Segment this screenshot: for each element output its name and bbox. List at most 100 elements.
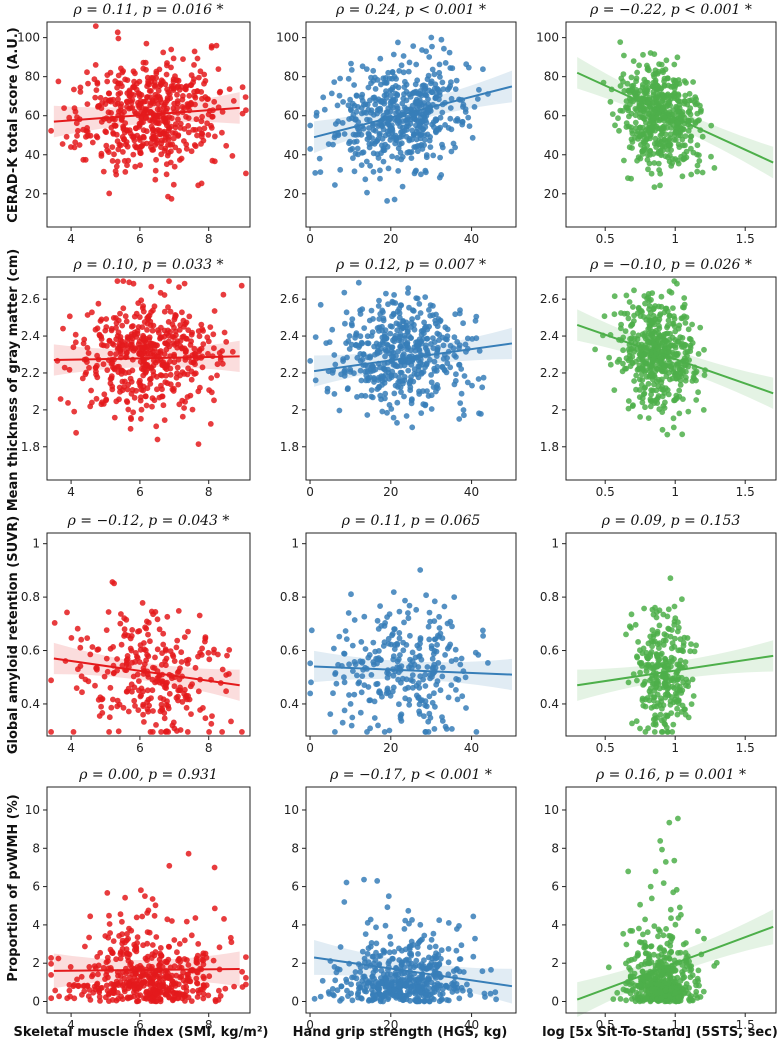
data-point (159, 650, 166, 656)
data-point (620, 347, 626, 354)
data-point (681, 301, 688, 308)
data-point (436, 61, 443, 68)
data-point (124, 103, 130, 110)
data-point (213, 42, 220, 49)
y-tick-label: 0 (32, 995, 40, 1009)
data-point (651, 305, 657, 312)
data-point (55, 78, 62, 85)
data-point (435, 632, 441, 639)
data-point (92, 62, 99, 68)
data-point (384, 614, 390, 620)
data-point (70, 344, 77, 351)
data-point (144, 651, 151, 658)
data-point (106, 921, 113, 927)
data-point (149, 327, 156, 334)
data-point (124, 349, 130, 356)
data-point (48, 995, 55, 1002)
data-point (428, 964, 435, 971)
data-point (420, 388, 426, 394)
data-point (163, 987, 170, 994)
data-point (171, 963, 178, 970)
data-point (359, 673, 366, 679)
data-point (667, 131, 674, 138)
data-point (676, 322, 683, 329)
data-point (665, 345, 672, 352)
data-point (191, 371, 198, 377)
data-point (105, 974, 111, 981)
data-point (331, 391, 338, 397)
data-point (167, 381, 174, 388)
data-point (673, 692, 680, 699)
data-point (131, 981, 138, 988)
data-point (433, 955, 440, 961)
data-point (106, 912, 112, 919)
data-point (384, 198, 390, 204)
data-point (382, 353, 388, 360)
data-point (93, 371, 99, 378)
data-point (119, 918, 125, 925)
data-point (133, 944, 140, 950)
data-point (405, 285, 412, 292)
data-point (418, 410, 425, 416)
axes-frame (305, 21, 517, 228)
data-point (125, 708, 132, 715)
data-point (205, 350, 211, 357)
data-point (393, 320, 400, 327)
data-point (370, 639, 377, 646)
data-point (382, 395, 388, 402)
data-point (332, 670, 339, 676)
data-point (353, 975, 360, 982)
data-point (343, 879, 350, 886)
data-point (348, 106, 354, 113)
data-point (335, 661, 341, 668)
data-point (114, 278, 121, 284)
data-point (219, 109, 226, 115)
data-point (176, 86, 183, 93)
data-point (445, 946, 452, 952)
data-point (474, 96, 481, 102)
data-point (643, 316, 650, 323)
data-point (402, 78, 408, 85)
data-point (98, 150, 105, 157)
data-point (446, 985, 453, 991)
data-point (117, 388, 123, 395)
data-point (473, 729, 480, 735)
data-point (357, 333, 364, 340)
data-point (66, 313, 73, 320)
data-point (77, 663, 84, 669)
data-point (631, 312, 637, 319)
data-point (687, 348, 694, 355)
data-point (121, 988, 128, 995)
data-point (410, 308, 417, 314)
data-point (176, 955, 183, 962)
data-point (672, 635, 678, 642)
data-point (445, 694, 452, 701)
data-point (134, 144, 140, 151)
data-point (644, 79, 651, 86)
data-point (371, 375, 377, 381)
data-point (66, 366, 73, 373)
data-point (396, 635, 403, 642)
data-point (634, 677, 640, 684)
data-point (402, 917, 409, 924)
data-point (143, 114, 150, 121)
data-point (385, 105, 392, 112)
data-point (196, 990, 202, 996)
data-point (104, 367, 111, 373)
data-point (401, 104, 408, 111)
data-point (416, 939, 423, 945)
data-point (416, 143, 423, 149)
data-point (662, 385, 669, 391)
data-point (156, 978, 163, 985)
data-point (108, 704, 115, 711)
data-point (196, 612, 203, 619)
data-point (66, 982, 73, 988)
data-point (359, 658, 366, 665)
data-point (114, 656, 120, 662)
data-point (122, 169, 129, 175)
data-point (349, 714, 356, 721)
data-point (454, 696, 461, 703)
data-point (342, 320, 348, 327)
data-point (212, 133, 218, 140)
data-point (424, 347, 430, 354)
